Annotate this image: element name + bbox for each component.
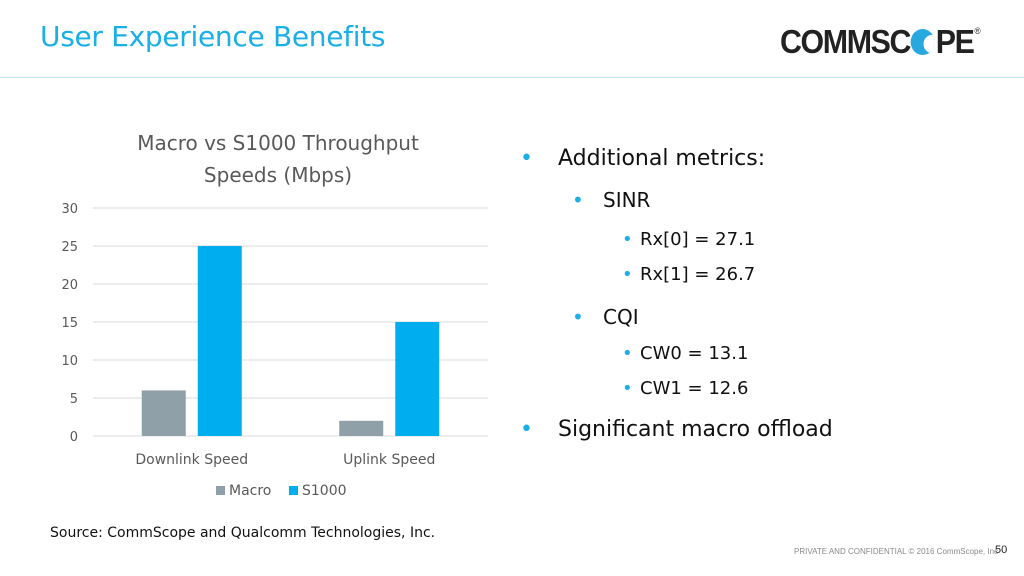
legend-label-macro: Macro	[229, 483, 271, 499]
bar-s1000-0	[197, 246, 242, 436]
y-tick-label: 10	[61, 354, 78, 369]
bullet-dot-icon: •	[572, 305, 584, 329]
bullet-text: CQI	[603, 305, 639, 329]
bullet-text: SINR	[603, 188, 651, 212]
slide-title: User Experience Benefits	[40, 20, 386, 53]
y-tick-label: 20	[61, 278, 78, 293]
bullet-text: Additional metrics:	[558, 146, 766, 171]
y-tick-label: 30	[61, 202, 78, 217]
bullet-dot-icon: •	[622, 378, 633, 399]
logo-text-right: PE	[935, 23, 975, 60]
header-divider	[0, 77, 1024, 78]
bullet-dot-icon: •	[520, 417, 533, 442]
bullet-text: CW0 = 13.1	[640, 343, 749, 364]
x-category-label: Uplink Speed	[343, 452, 435, 468]
y-tick-label: 25	[61, 240, 78, 255]
confidential-footer: PRIVATE AND CONFIDENTIAL © 2016 CommScop…	[794, 547, 999, 556]
y-tick-label: 15	[61, 316, 78, 331]
logo-o-mark-icon	[910, 29, 935, 55]
bar-s1000-1	[395, 322, 440, 436]
y-tick-label: 0	[70, 430, 78, 445]
chart-title: Macro vs S1000 Throughput Speeds (Mbps)	[90, 127, 466, 191]
bullet-dot-icon: •	[622, 229, 633, 250]
bullet-text: Rx[0] = 27.1	[640, 229, 756, 250]
bullet-dot-icon: •	[520, 146, 533, 171]
x-category-label: Downlink Speed	[135, 452, 248, 468]
bullet-dot-icon: •	[622, 343, 633, 364]
bar-macro-0	[141, 390, 186, 436]
page-number: 50	[995, 544, 1008, 556]
bullet-text: Rx[1] = 26.7	[640, 264, 756, 285]
bar-macro-1	[339, 420, 384, 436]
chart-title-line-2: Speeds (Mbps)	[203, 163, 353, 187]
source-note: Source: CommScope and Qualcomm Technolog…	[50, 525, 436, 541]
registered-mark: ®	[974, 26, 980, 36]
legend-label-s1000: S1000	[302, 483, 347, 499]
y-tick-label: 5	[70, 392, 78, 407]
logo-text-left: COMMSC	[780, 23, 911, 60]
legend-swatch-macro	[216, 486, 225, 495]
chart-title-line-1: Macro vs S1000 Throughput	[137, 131, 419, 155]
bullet-dot-icon: •	[572, 188, 584, 212]
bullet-dot-icon: •	[622, 264, 633, 285]
commscope-logo: COMMSC PE ®	[780, 23, 981, 60]
bullet-text: Significant macro offload	[558, 417, 833, 442]
legend-swatch-s1000	[289, 486, 298, 495]
bullet-text: CW1 = 12.6	[640, 378, 749, 399]
